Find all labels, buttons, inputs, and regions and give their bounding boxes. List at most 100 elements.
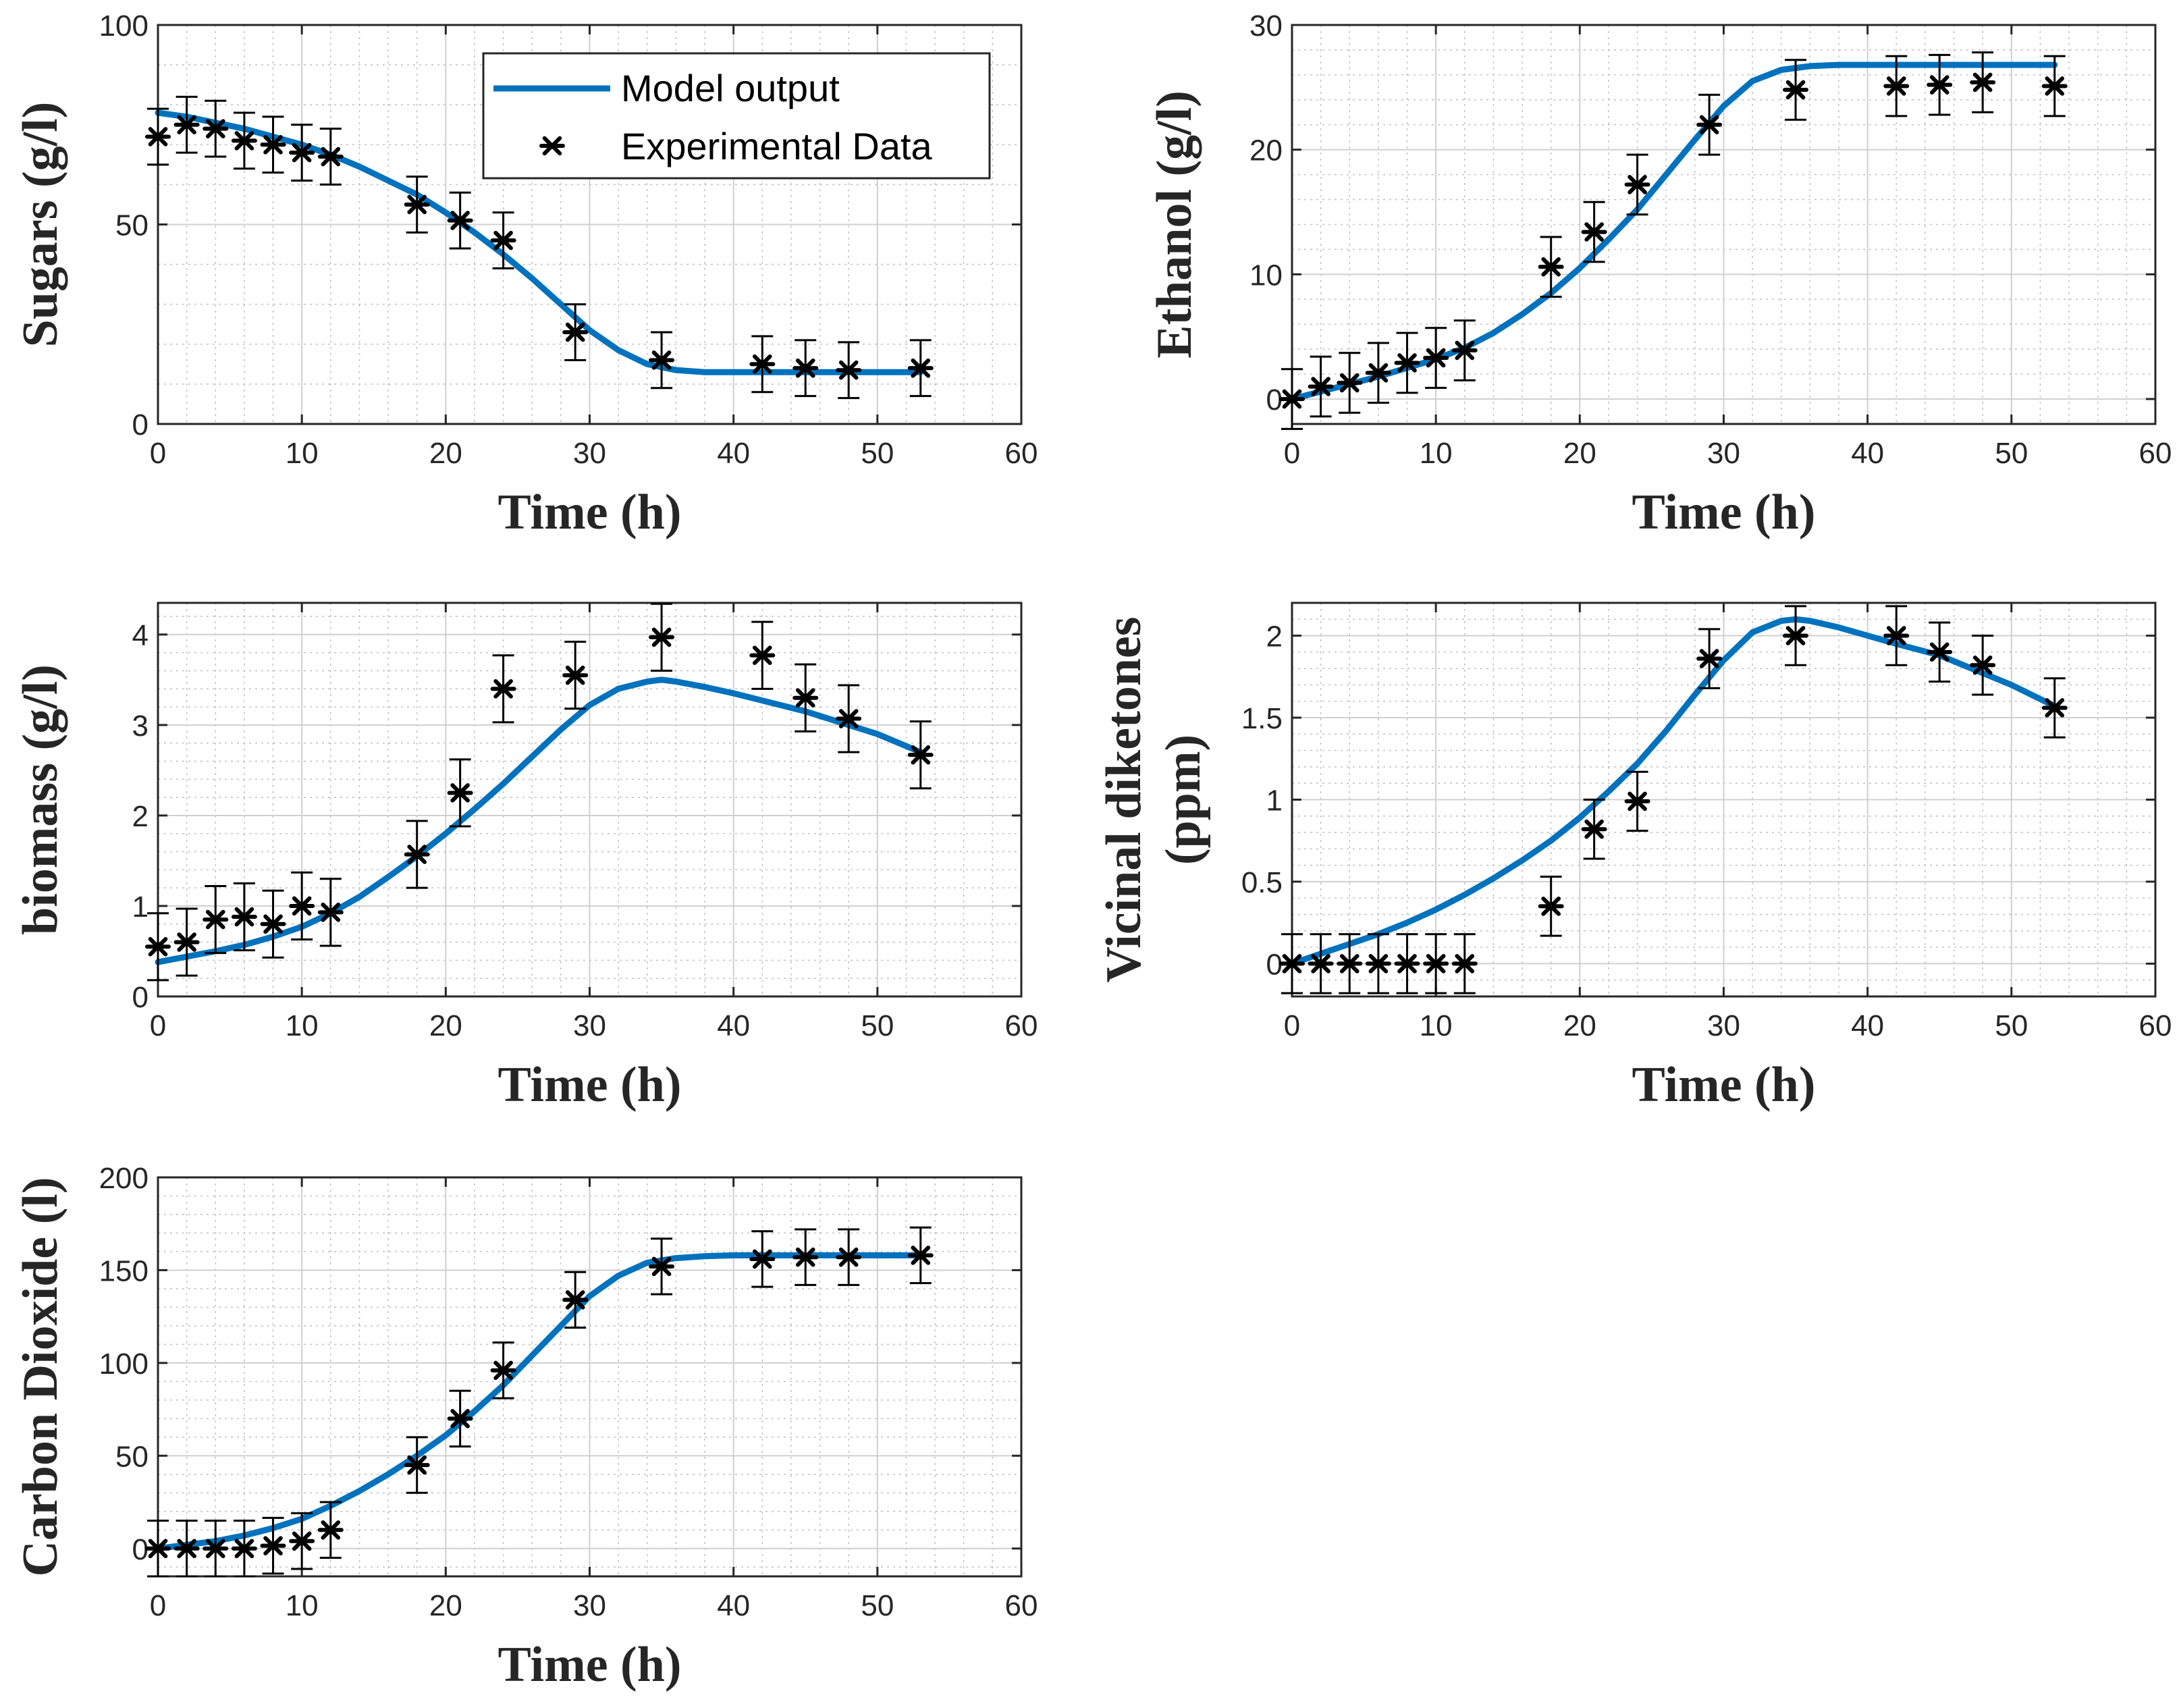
legend: Model output Experimental Data	[482, 52, 991, 180]
y-axis-title: Sugars (g/l)	[13, 102, 68, 348]
data-point	[260, 1536, 286, 1555]
marker-stroke	[838, 709, 859, 728]
marker-stroke	[1455, 954, 1475, 973]
data-point	[907, 745, 934, 765]
data-point	[490, 1360, 516, 1381]
marker-stroke	[148, 127, 168, 146]
y-tick-label: 0	[132, 408, 149, 442]
data-point	[1423, 954, 1449, 973]
marker-stroke	[752, 354, 772, 374]
x-tick-label: 60	[2139, 437, 2172, 470]
legend-box	[482, 52, 991, 180]
data-point	[1783, 626, 1809, 645]
x-axis-title: Time (h)	[497, 485, 681, 540]
marker-stroke	[2045, 76, 2065, 96]
marker-stroke	[1368, 954, 1389, 973]
marker-stroke	[651, 1256, 672, 1277]
marker-stroke	[1785, 626, 1806, 645]
marker-stroke	[1627, 791, 1647, 811]
marker-stroke	[911, 358, 931, 378]
marker-stroke	[148, 1539, 168, 1559]
marker-stroke	[1785, 80, 1806, 100]
x-axis-title: Time (h)	[497, 1637, 681, 1692]
data-point	[907, 1246, 934, 1265]
x-tick-label: 60	[1005, 1589, 1038, 1622]
data-point	[490, 230, 516, 250]
data-point	[317, 146, 344, 167]
grid	[157, 1177, 1022, 1576]
x-tick-label: 60	[1005, 437, 1038, 470]
y-tick-label: 1.5	[1241, 702, 1283, 735]
y-tick-label: 150	[99, 1254, 149, 1287]
marker-stroke	[263, 134, 283, 155]
marker-stroke	[148, 936, 168, 957]
x-axis-title: Time (h)	[1632, 1057, 1815, 1113]
marker-stroke	[292, 1531, 312, 1551]
marker-stroke	[407, 194, 427, 215]
marker-stroke	[263, 914, 283, 934]
marker-stroke	[321, 903, 341, 922]
y-tick-label: 2	[132, 800, 149, 833]
x-tick-label: 10	[1420, 437, 1453, 470]
x-tick-label: 60	[1005, 1009, 1038, 1042]
marker-stroke	[292, 142, 312, 163]
y-tick-label: 200	[99, 1162, 149, 1195]
x-tick-label: 0	[150, 1009, 166, 1042]
y-tick-label: 30	[1249, 9, 1283, 43]
data-point	[907, 358, 934, 378]
x-tick-label: 30	[1707, 437, 1740, 470]
data-point	[203, 1539, 229, 1559]
y-tick-label: 3	[132, 710, 149, 743]
data-point	[404, 1455, 430, 1475]
data-point	[145, 1539, 171, 1559]
data-point	[173, 115, 200, 135]
data-point	[1624, 175, 1650, 194]
marker-stroke	[1339, 373, 1359, 393]
data-point	[404, 845, 430, 864]
x-tick-label: 10	[1420, 1009, 1453, 1042]
x-tick-label: 50	[861, 1589, 894, 1622]
x-axis-title: Time (h)	[1632, 485, 1815, 540]
data-point	[260, 914, 286, 934]
data-point	[317, 1520, 344, 1540]
x-tick-label: 50	[1995, 437, 2028, 470]
marker-stroke	[651, 627, 672, 647]
marker-stroke	[565, 322, 585, 342]
data-point	[2041, 698, 2068, 718]
marker-stroke	[1541, 257, 1561, 277]
x-tick-label: 40	[717, 1009, 750, 1042]
data-point	[649, 627, 675, 647]
panel-biomass: 0 10 20 30 40 50 60 0 1 2 3 4 Time (h) biomass (g/l)	[13, 602, 1038, 1113]
data-point	[792, 688, 819, 708]
data-point	[1337, 954, 1363, 973]
data-point	[145, 127, 171, 146]
marker-stroke	[493, 1360, 513, 1381]
data-point	[2041, 76, 2068, 96]
x-tick-label: 60	[2139, 1009, 2172, 1042]
data-point	[562, 322, 589, 342]
marker-stroke	[450, 1409, 470, 1429]
model-output-line	[155, 1252, 924, 1552]
marker-stroke	[1929, 75, 1949, 95]
marker-stroke	[542, 136, 562, 156]
data-point	[1394, 353, 1420, 373]
x-tick-label: 0	[1284, 1009, 1300, 1042]
x-tick-label: 10	[286, 437, 319, 470]
marker-stroke	[493, 230, 513, 250]
data-point	[749, 645, 776, 666]
marker-stroke	[1368, 363, 1389, 383]
x-tick-label: 0	[1284, 437, 1300, 470]
marker-stroke	[795, 358, 815, 378]
marker-stroke	[651, 350, 672, 370]
x-tick-label: 20	[429, 1589, 462, 1622]
marker-stroke	[205, 909, 225, 930]
data-point	[231, 907, 257, 927]
marker-stroke	[177, 115, 196, 135]
marker-stroke	[1886, 76, 1906, 96]
marker-stroke	[1282, 389, 1302, 409]
y-tick-label: 0	[132, 981, 149, 1014]
marker-stroke	[1972, 72, 1993, 92]
